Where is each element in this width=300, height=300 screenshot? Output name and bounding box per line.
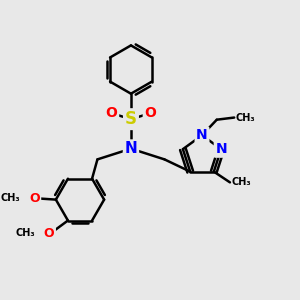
Text: O: O xyxy=(144,106,156,120)
Text: S: S xyxy=(125,110,137,128)
Text: O: O xyxy=(106,106,118,120)
Text: O: O xyxy=(44,227,55,240)
Text: CH₃: CH₃ xyxy=(236,112,255,123)
Text: N: N xyxy=(196,128,208,142)
Text: N: N xyxy=(124,141,137,156)
Text: N: N xyxy=(215,142,227,156)
Text: CH₃: CH₃ xyxy=(231,177,251,188)
Text: CH₃: CH₃ xyxy=(1,193,20,203)
Text: O: O xyxy=(29,192,40,205)
Text: CH₃: CH₃ xyxy=(16,228,35,239)
